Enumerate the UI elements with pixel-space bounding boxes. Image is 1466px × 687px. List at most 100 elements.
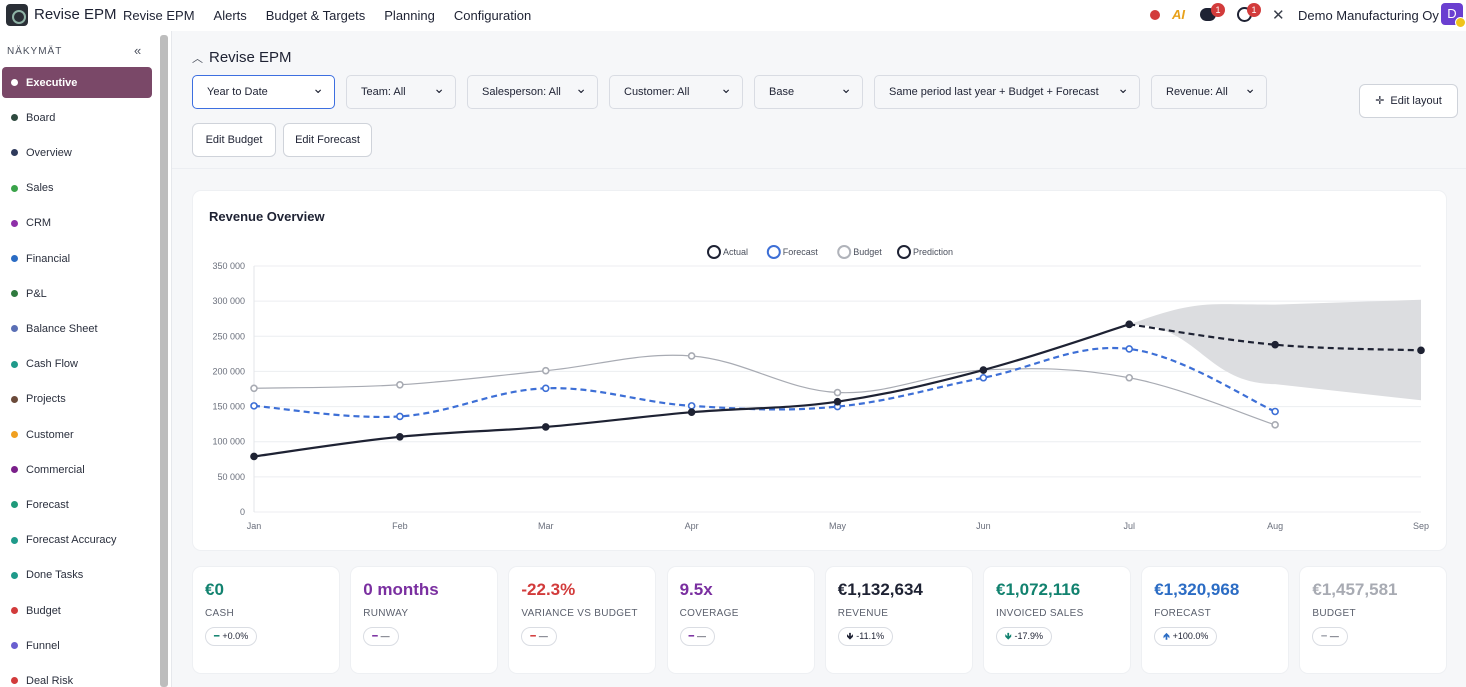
kpi-card-invoiced-sales[interactable]: €1,072,116 INVOICED SALES 🡻 -17.9% bbox=[984, 567, 1130, 673]
sidebar-item-budget[interactable]: Budget bbox=[2, 595, 152, 626]
sidebar-item-projects[interactable]: Projects bbox=[2, 384, 152, 415]
sidebar-dot-icon bbox=[11, 466, 18, 474]
sidebar-dot-icon bbox=[11, 290, 18, 298]
kpi-card-coverage[interactable]: 9.5x COVERAGE ━ — bbox=[667, 567, 814, 673]
sidebar-item-done-tasks[interactable]: Done Tasks bbox=[2, 560, 152, 591]
data-point-budget bbox=[687, 352, 696, 360]
chevron-up-icon[interactable]: ︿ bbox=[192, 53, 203, 65]
x-tick-label: Aug bbox=[1267, 521, 1283, 531]
data-point-actual bbox=[541, 423, 550, 431]
data-point-budget bbox=[396, 380, 404, 389]
kpi-label: COVERAGE bbox=[679, 608, 739, 619]
sidebar-item-commercial[interactable]: Commercial bbox=[2, 454, 152, 485]
topnav-alerts[interactable]: Alerts bbox=[213, 8, 247, 23]
sidebar-item-forecast[interactable]: Forecast bbox=[2, 489, 152, 520]
data-point-actual bbox=[979, 366, 988, 374]
salesperson-select[interactable]: Salesperson: All bbox=[467, 72, 598, 109]
sidebar-scrollbar[interactable] bbox=[160, 35, 168, 687]
kpi-label: CASH bbox=[205, 608, 234, 619]
kpi-change-chip: ━ +0.0% bbox=[205, 627, 258, 646]
sidebar-item-crm[interactable]: CRM bbox=[2, 208, 152, 239]
sidebar-item-sales[interactable]: Sales bbox=[2, 173, 152, 204]
topnav-revise-epm[interactable]: Revise EPM bbox=[123, 8, 195, 23]
sidebar-item-label: Budget bbox=[26, 604, 61, 617]
legend-marker-budget bbox=[837, 245, 852, 259]
trend-icon: 🡹 bbox=[1163, 631, 1170, 641]
sidebar-dot-icon bbox=[11, 571, 18, 579]
legend-marker-actual bbox=[707, 245, 721, 259]
topnav-configuration[interactable]: Configuration bbox=[453, 8, 532, 23]
kpi-label: BUDGET bbox=[1312, 608, 1356, 619]
ai-assistant-icon[interactable]: AI bbox=[1172, 7, 1185, 22]
sidebar-heading: NÄKYMÄT bbox=[7, 46, 63, 57]
page-title-text: Revise EPM bbox=[209, 49, 292, 66]
kpi-card-budget[interactable]: €1,457,581 BUDGET ━ — bbox=[1300, 567, 1447, 673]
sidebar-item-label: Customer bbox=[26, 428, 74, 441]
y-tick-label: 200 000 bbox=[212, 366, 245, 376]
kpi-card-cash[interactable]: €0 CASH ━ +0.0% bbox=[193, 567, 339, 673]
avatar[interactable]: D bbox=[1441, 3, 1466, 28]
series-line-budget bbox=[253, 354, 1276, 426]
kpi-change-chip: ━ — bbox=[363, 627, 399, 646]
data-point-forecast bbox=[396, 412, 404, 421]
kpi-value: 0 months bbox=[363, 580, 439, 599]
kpi-card-variance-vs-budget[interactable]: -22.3% VARIANCE VS BUDGET ━ — bbox=[509, 567, 656, 673]
sidebar-item-forecast-accuracy[interactable]: Forecast Accuracy bbox=[2, 525, 152, 556]
edit-layout-button[interactable]: ✛ Edit layout bbox=[1359, 84, 1458, 118]
kpi-card-runway[interactable]: 0 months RUNWAY ━ — bbox=[351, 567, 498, 673]
sidebar-item-label: Cash Flow bbox=[26, 358, 78, 371]
kpi-card-revenue[interactable]: €1,132,634 REVENUE 🡻 -11.1% bbox=[825, 567, 972, 673]
team-select[interactable]: Team: All bbox=[346, 72, 456, 109]
tools-icon[interactable]: ✕ bbox=[1272, 7, 1285, 24]
sidebar-item-financial[interactable]: Financial bbox=[2, 243, 152, 274]
sidebar-item-deal-risk[interactable]: Deal Risk bbox=[2, 665, 152, 687]
period-select[interactable]: Year to Date bbox=[192, 72, 335, 109]
kpi-card-forecast[interactable]: €1,320,968 FORECAST 🡹 +100.0% bbox=[1142, 567, 1289, 673]
data-point-prediction bbox=[1125, 320, 1134, 329]
edit-forecast-button[interactable]: Edit Forecast bbox=[283, 123, 372, 157]
sidebar-dot-icon bbox=[11, 607, 18, 614]
sidebar-item-funnel[interactable]: Funnel bbox=[2, 630, 152, 661]
edit-budget-button[interactable]: Edit Budget bbox=[192, 123, 276, 157]
sidebar-item-balance-sheet[interactable]: Balance Sheet bbox=[2, 313, 152, 344]
app-logo[interactable] bbox=[6, 4, 28, 26]
y-tick-label: 50 000 bbox=[217, 472, 245, 482]
page-title[interactable]: ︿ Revise EPM bbox=[192, 49, 292, 66]
data-point-actual bbox=[687, 408, 696, 416]
data-point-budget bbox=[250, 384, 258, 393]
data-point-prediction bbox=[1271, 340, 1279, 349]
sidebar-dot-icon bbox=[11, 219, 18, 227]
sidebar-item-label: Balance Sheet bbox=[26, 322, 98, 335]
kpi-change: — bbox=[1329, 631, 1339, 641]
collapse-sidebar-icon[interactable]: « bbox=[134, 43, 142, 58]
app-title: Revise EPM bbox=[34, 6, 117, 23]
x-tick-label: Jul bbox=[1123, 521, 1135, 531]
comparison-select[interactable]: Same period last year + Budget + Forecas… bbox=[874, 72, 1140, 109]
y-tick-label: 100 000 bbox=[212, 437, 245, 447]
kpi-label: FORECAST bbox=[1154, 608, 1212, 619]
kpi-change-chip: ━ — bbox=[679, 627, 716, 646]
data-point-forecast bbox=[979, 373, 988, 382]
sidebar-item-p-l[interactable]: P&L bbox=[2, 278, 152, 309]
sidebar-item-overview[interactable]: Overview bbox=[2, 137, 152, 168]
sidebar-dot-icon bbox=[11, 642, 18, 650]
sidebar-item-board[interactable]: Board bbox=[2, 102, 152, 133]
kpi-change: — bbox=[697, 631, 707, 641]
sidebar-dot-icon bbox=[11, 79, 18, 86]
sidebar-item-customer[interactable]: Customer bbox=[2, 419, 152, 450]
base-select[interactable]: Base bbox=[754, 72, 863, 109]
kpi-value: €1,132,634 bbox=[837, 580, 923, 599]
sidebar-item-cash-flow[interactable]: Cash Flow bbox=[2, 349, 152, 380]
topnav-budget-targets[interactable]: Budget & Targets bbox=[265, 8, 366, 23]
customer-select[interactable]: Customer: All bbox=[609, 72, 743, 109]
series-line-prediction bbox=[1129, 323, 1422, 352]
x-tick-label: Jan bbox=[247, 521, 262, 531]
kpi-change-chip: 🡻 -17.9% bbox=[996, 627, 1052, 646]
revenue-select[interactable]: Revenue: All bbox=[1151, 72, 1267, 109]
trend-icon: 🡻 bbox=[846, 631, 854, 641]
record-indicator-icon[interactable] bbox=[1150, 10, 1160, 20]
kpi-change-chip: 🡹 +100.0% bbox=[1154, 627, 1218, 646]
sidebar-item-executive[interactable]: Executive bbox=[2, 67, 152, 98]
company-selector[interactable]: Demo Manufacturing Oy bbox=[1298, 8, 1439, 23]
topnav-planning[interactable]: Planning bbox=[384, 8, 435, 23]
